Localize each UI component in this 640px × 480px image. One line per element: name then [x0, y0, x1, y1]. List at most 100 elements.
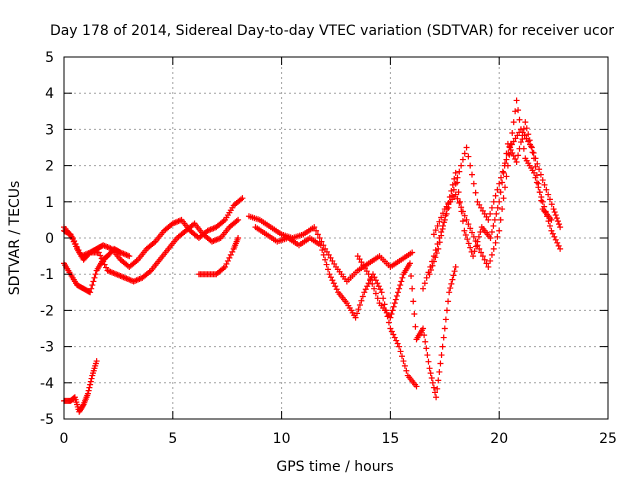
data-point-interp [497, 216, 504, 223]
data-point-interp [492, 239, 499, 246]
data-point-interp [224, 257, 231, 264]
data-point-interp [535, 180, 542, 187]
data-point-interp [446, 193, 453, 200]
data-point [446, 289, 453, 296]
data-point-interp [447, 285, 454, 292]
data-point-interp [494, 186, 501, 193]
y-tick-label: -3 [40, 340, 54, 356]
data-point-interp [552, 212, 559, 219]
data-point-interp [384, 313, 391, 320]
data-point [420, 285, 427, 292]
data-point-interp [454, 195, 461, 202]
data-point-interp [478, 249, 485, 256]
x-tick-label: 10 [273, 431, 291, 447]
data-point [235, 216, 242, 223]
data-point-interp [458, 162, 465, 169]
data-point-interp [543, 186, 550, 193]
data-point-interp [552, 236, 559, 243]
data-point-interp [362, 286, 369, 293]
data-point-interp [556, 221, 563, 228]
data-point-interp [549, 230, 556, 237]
data-point-interp [459, 156, 466, 163]
data-point-interp [514, 132, 521, 139]
data-point-interp [551, 233, 558, 240]
data-point [235, 235, 242, 241]
data-point-interp [529, 149, 536, 156]
data-point-interp [437, 360, 444, 367]
data-point-interp [362, 265, 369, 272]
data-point-interp [467, 162, 474, 169]
data-point-interp [320, 251, 327, 258]
data-point-interp [478, 204, 485, 211]
data-point-interp [469, 171, 475, 178]
data-point [393, 292, 400, 299]
data-point-interp [434, 222, 441, 229]
data-point-interp [488, 251, 495, 258]
data-point-interp [355, 306, 362, 313]
data-point-interp [498, 174, 505, 181]
data-point [443, 206, 450, 213]
data-point-interp [433, 250, 440, 257]
data-point-interp [523, 135, 530, 142]
data-point-interp [430, 258, 437, 265]
data-point-interp [86, 384, 93, 391]
data-point [485, 263, 492, 270]
data-point-interp [85, 387, 92, 394]
data-point [548, 216, 555, 223]
data-point-interp [438, 214, 445, 221]
data-point-interp [364, 283, 371, 290]
grid-layer [64, 57, 608, 419]
x-tick-label: 25 [599, 431, 617, 447]
data-point-interp [455, 189, 462, 196]
data-point-interp [488, 228, 495, 235]
data-point-interp [499, 206, 506, 213]
data-point-interp [358, 259, 365, 266]
data-point-interp [388, 311, 395, 318]
data-point-interp [103, 264, 110, 271]
data-point-interp [500, 195, 507, 202]
data-point-interp [428, 266, 435, 273]
data-point-interp [545, 191, 552, 198]
data-point-interp [443, 307, 450, 314]
data-point [322, 245, 329, 252]
data-point-interp [399, 353, 406, 360]
data-point-interp [479, 207, 486, 214]
data-point-interp [554, 239, 561, 246]
data-point [365, 271, 372, 278]
data-point-interp [499, 179, 506, 186]
data-point-interp [546, 222, 553, 229]
data-series-trace-a [61, 195, 246, 270]
data-point-interp [507, 146, 514, 153]
data-point-interp [327, 254, 334, 261]
y-tick-label: 5 [45, 50, 54, 66]
data-point-interp [441, 219, 448, 226]
data-point [513, 97, 520, 104]
data-point-interp [438, 232, 445, 239]
data-point-interp [422, 338, 429, 345]
data-point-interp [490, 198, 497, 205]
data-point-interp [88, 285, 95, 292]
data-point-interp [319, 247, 326, 254]
data-point-interp [461, 150, 468, 157]
data-point [87, 289, 94, 296]
data-point-interp [456, 168, 463, 175]
data-point-interp [538, 197, 545, 204]
data-point-interp [79, 402, 86, 409]
data-point [470, 253, 477, 260]
data-point [126, 253, 133, 260]
data-point-interp [427, 370, 434, 377]
data-point-interp [476, 201, 483, 208]
data-point-interp [354, 310, 361, 317]
data-point-interp [451, 268, 458, 275]
data-point-interp [490, 222, 497, 229]
data-series-trace-e [195, 235, 242, 278]
data-point-interp [412, 323, 419, 330]
y-tick-label: -1 [40, 267, 54, 283]
data-point-interp [226, 254, 233, 261]
data-point-interp [497, 189, 504, 196]
data-point-interp [229, 248, 236, 255]
data-point-interp [516, 116, 523, 123]
data-point-interp [509, 149, 516, 156]
data-point-interp [371, 274, 378, 281]
